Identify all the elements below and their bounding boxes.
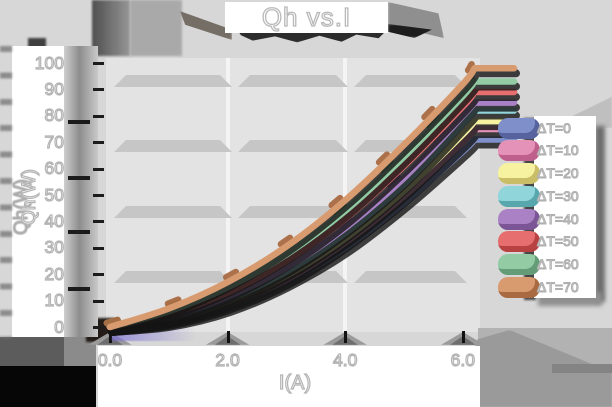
shadow-blob: [0, 46, 12, 338]
tick-shadow: [68, 120, 90, 124]
x-axis-tick: [344, 331, 348, 343]
legend-label: ΔT=20: [536, 164, 579, 181]
gridline-band: [354, 271, 467, 283]
y-axis-tick: [93, 273, 104, 277]
x-axis-tick: [461, 331, 465, 343]
y-axis-tick: [93, 194, 104, 197]
y-tick-label: 20: [44, 263, 65, 284]
legend-swatch-2: [498, 140, 540, 162]
y-axis-tick: [93, 114, 104, 118]
gridline-band: [114, 206, 232, 218]
legend-label: ΔT=70: [536, 278, 579, 295]
gridline-band: [114, 271, 232, 283]
legend-label: ΔT=50: [536, 233, 579, 250]
legend-swatch-5: [498, 208, 540, 230]
legend-label: ΔT=10: [536, 142, 579, 159]
y-tick-label: 80: [44, 105, 65, 126]
y-tick-label: 90: [44, 78, 65, 99]
shadow-blob: [552, 364, 612, 373]
x-tick-label: 2.0: [215, 349, 241, 370]
legend-panel: [534, 116, 596, 298]
legend-label: ΔT=30: [536, 187, 579, 204]
tick-shadow: [68, 176, 90, 180]
y-axis-tick: [93, 246, 104, 250]
legend-swatch-6: [498, 231, 540, 253]
title-text-shadow: [238, 31, 386, 43]
legend-label: ΔT=60: [536, 255, 579, 272]
y-axis-tick: [93, 167, 104, 171]
series-curve-ΔT=70: [106, 65, 518, 331]
x-tick-label: 6.0: [450, 349, 476, 370]
legend-swatch-1: [498, 117, 540, 139]
legend-swatch-3: [498, 163, 540, 184]
legend-label: ΔT=40: [536, 210, 579, 227]
y-axis-tick: [93, 326, 104, 329]
y-axis-tick: [93, 88, 104, 92]
y-axis-tick: [93, 220, 104, 224]
x-axis-strip: [98, 346, 480, 407]
shadow-blob: [0, 337, 64, 369]
y-tick-label: 10: [44, 289, 65, 311]
legend-swatch-8: [498, 276, 540, 298]
y-axis-strip: [12, 46, 64, 337]
shadow-blob: [92, 0, 130, 56]
gridline-band: [114, 75, 232, 87]
gridline-band: [238, 140, 348, 152]
shadow-blob: [28, 38, 46, 48]
y-tick-label: 0: [54, 316, 65, 337]
y-tick-label: 60: [44, 157, 65, 179]
vertical-gridline: [225, 58, 230, 332]
gridline-band: [354, 75, 467, 87]
y-tick-label: 100: [34, 52, 64, 73]
tick-shadow: [68, 287, 90, 291]
y-axis-tick: [93, 141, 104, 145]
x-tick-label: 4.0: [332, 349, 358, 370]
curve-step-artifact-ΔT=70: [103, 61, 475, 327]
gridline-band: [238, 206, 348, 218]
legend-label: ΔT=0: [536, 119, 571, 136]
x-axis-title: I(A): [278, 371, 312, 394]
x-axis-tick: [226, 331, 230, 343]
vertical-gridline: [343, 58, 348, 332]
legend-shadow-right: [595, 126, 605, 302]
gridline-band: [238, 75, 348, 87]
y-tick-label: 30: [44, 237, 65, 258]
title-panel: Qh vs.I: [225, 1, 388, 33]
y-axis-tick: [93, 62, 104, 65]
x-tick-label: 0.0: [97, 349, 123, 370]
tick-shadow: [68, 230, 90, 234]
y-tick-label: 40: [44, 210, 65, 231]
chart-title: Qh vs.I: [261, 1, 352, 32]
y-tick-label: 50: [44, 184, 65, 205]
shadow-blob: [130, 0, 182, 56]
shadow-blob: [0, 366, 96, 407]
curve-shadow-ΔT=70: [108, 69, 520, 336]
legend-swatch-7: [498, 254, 540, 275]
x-axis-tick: [109, 331, 112, 343]
y-tick-label: 70: [44, 131, 65, 152]
gridline-band: [114, 140, 232, 152]
y-axis-tick: [93, 299, 104, 303]
legend-swatch-4: [498, 185, 540, 207]
